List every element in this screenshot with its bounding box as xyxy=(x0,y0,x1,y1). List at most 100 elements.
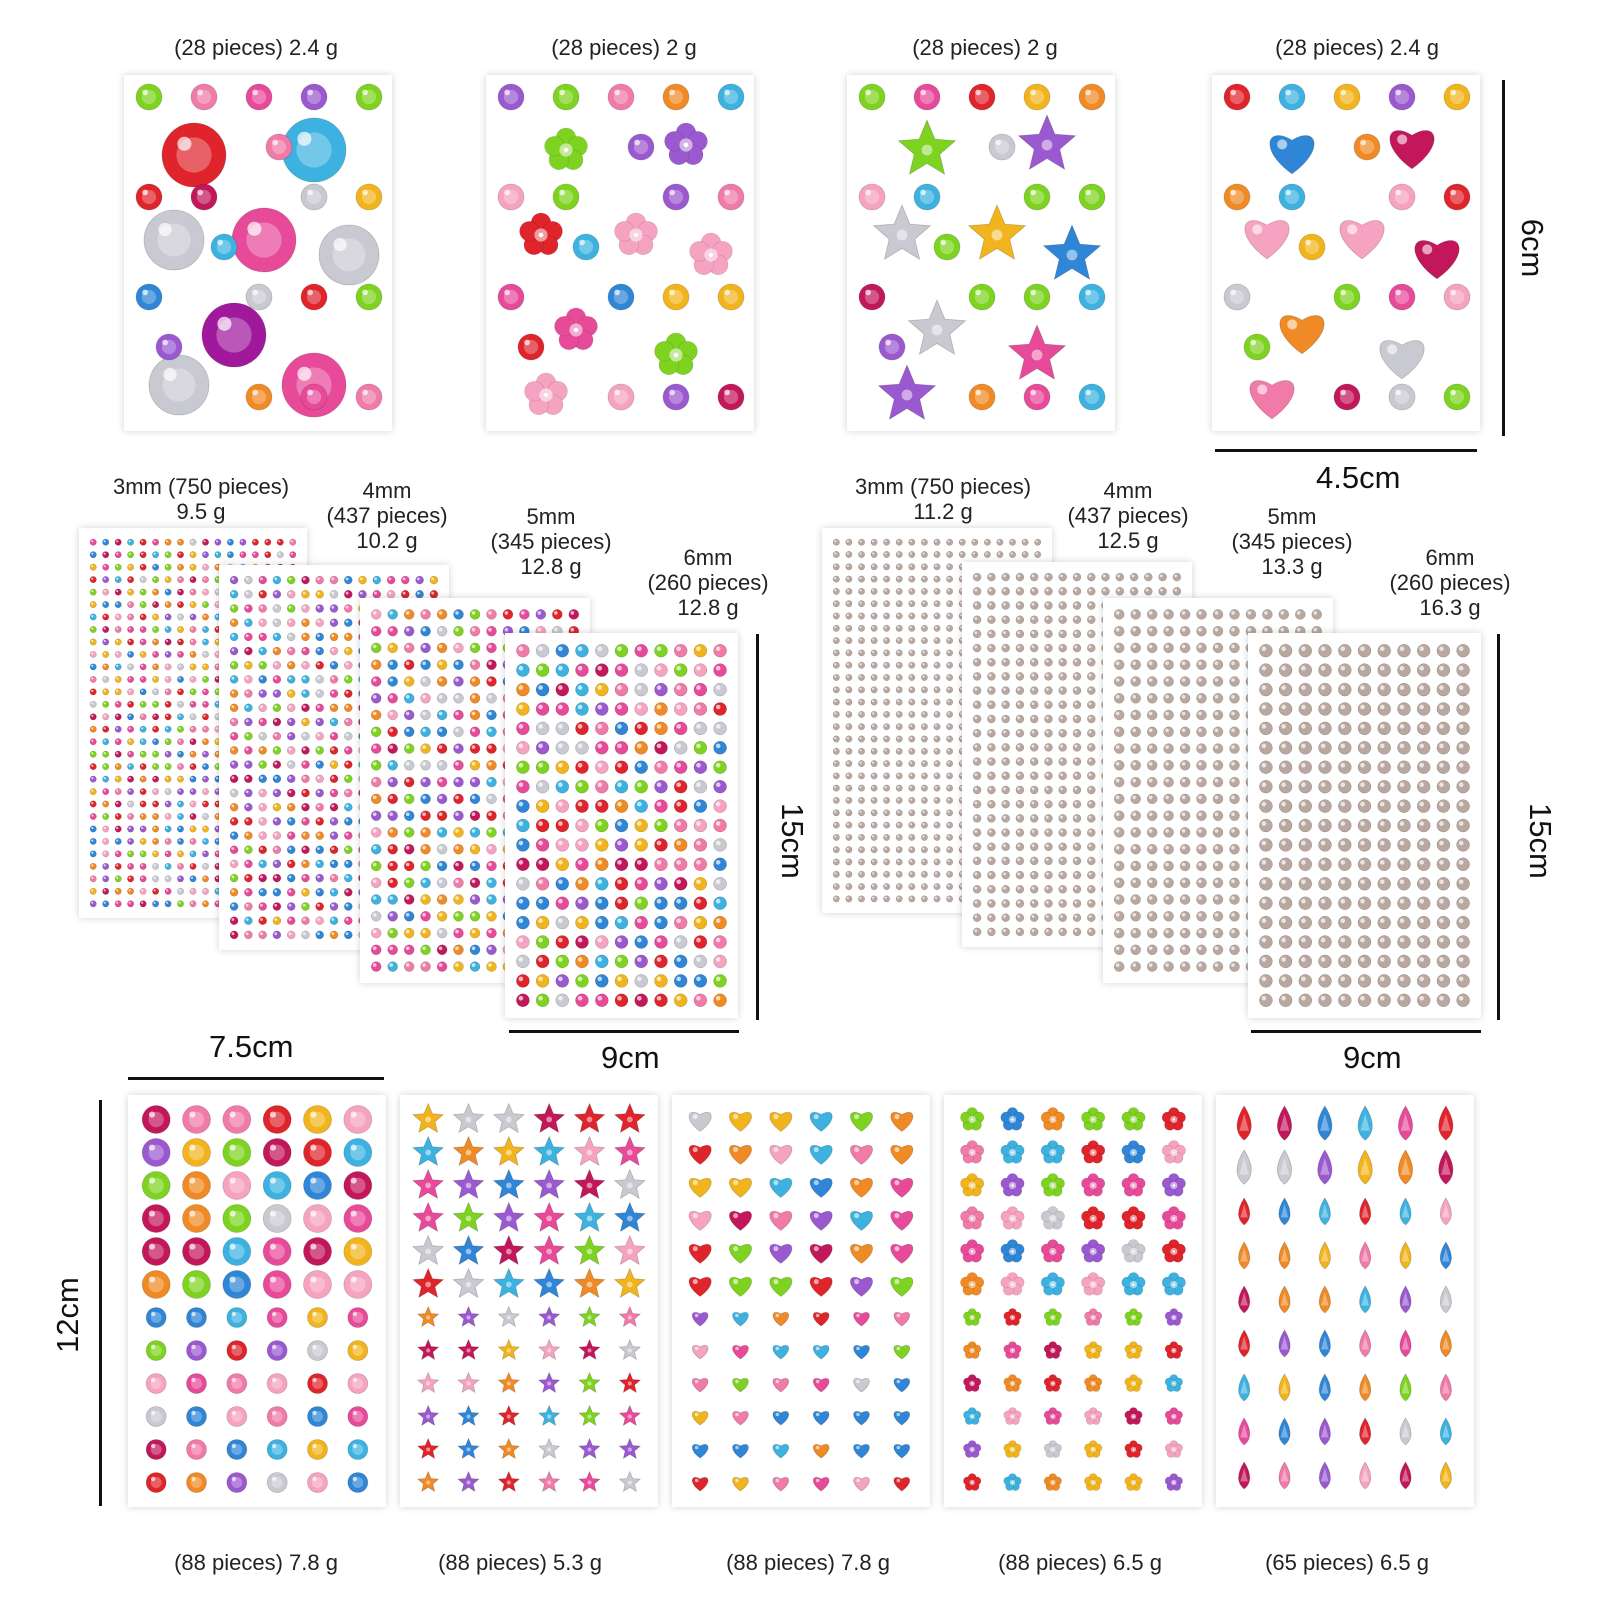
rhinestone-shine xyxy=(884,663,887,666)
rhinestone-shine xyxy=(431,591,435,595)
rhinestone xyxy=(555,974,570,988)
rhinestone xyxy=(933,661,941,669)
rhinestone xyxy=(1029,615,1039,624)
rhinestone-shine xyxy=(288,591,292,595)
rhinestone-shine xyxy=(934,638,938,641)
rhinestone xyxy=(127,713,135,721)
rhinestone-shine xyxy=(141,689,144,692)
rhinestone-shine xyxy=(859,650,862,653)
rhinestone-shine xyxy=(974,900,978,904)
rhinestone-shine xyxy=(438,929,443,934)
rhinestone xyxy=(301,717,310,727)
rhinestone-shine xyxy=(518,821,524,826)
rhinestone xyxy=(908,637,916,645)
rhinestone xyxy=(1058,913,1067,922)
rhinestone-shine xyxy=(997,540,1001,543)
rhinestone xyxy=(177,887,184,895)
rhinestone-shine xyxy=(985,540,988,543)
rhinestone-shine xyxy=(960,663,963,666)
rhinestone xyxy=(535,935,550,949)
rhinestone-shine xyxy=(288,790,292,794)
rhinestone xyxy=(189,700,197,708)
rhinestone xyxy=(436,760,448,771)
rhinestone xyxy=(946,587,954,595)
rhinestone xyxy=(883,796,891,804)
rhinestone-shine xyxy=(260,648,263,652)
rhinestone-shine xyxy=(947,749,950,752)
rhinestone-shine xyxy=(846,564,849,567)
rhinestone-shine xyxy=(696,724,701,729)
rhinestone-shine xyxy=(1003,915,1006,918)
rhinestone-shine xyxy=(1045,872,1049,876)
rhinestone xyxy=(1087,870,1096,880)
rhinestone-shine xyxy=(91,802,94,805)
rhinestone-shine xyxy=(538,685,543,690)
rhinestone-shine xyxy=(909,773,912,776)
rhinestone-shine xyxy=(91,777,94,780)
rhinestone-shine xyxy=(302,790,306,794)
rhinestone-shine xyxy=(897,835,900,838)
rhinestone-shine xyxy=(116,664,119,667)
rhinestone-shine xyxy=(288,861,292,865)
rhinestone-shine xyxy=(521,611,525,615)
rhinestone xyxy=(315,646,324,656)
rhinestone-shine xyxy=(455,812,459,816)
rhinestone xyxy=(1001,700,1010,710)
rhinestone xyxy=(453,609,464,620)
rhinestone xyxy=(987,913,996,922)
rhinestone xyxy=(272,831,282,840)
rhinestone-shine xyxy=(834,810,837,813)
rhinestone-shine xyxy=(317,634,320,638)
rhinestone xyxy=(229,817,239,826)
rhinestone xyxy=(845,612,853,620)
rhinestone-shine xyxy=(1074,702,1078,705)
rhinestone xyxy=(301,689,310,698)
rhinestone xyxy=(920,796,928,804)
rhinestone xyxy=(575,838,589,852)
rhinestone-shine xyxy=(960,884,963,887)
rhinestone xyxy=(908,833,916,841)
rhinestone-shine xyxy=(288,605,292,609)
rhinestone-shine xyxy=(909,761,912,764)
rhinestone-shine xyxy=(245,847,249,850)
rhinestone xyxy=(673,799,688,813)
rhinestone-shine xyxy=(103,802,106,805)
rhinestone xyxy=(1029,814,1039,823)
rhinestone xyxy=(1058,856,1067,866)
rhinestone-shine xyxy=(1045,716,1049,720)
rhinestone xyxy=(189,675,197,683)
rhinestone xyxy=(202,813,209,820)
rhinestone xyxy=(276,538,284,546)
rhinestone xyxy=(1044,856,1053,866)
rhinestone xyxy=(286,930,296,940)
rhinestone xyxy=(387,659,398,670)
rhinestone xyxy=(634,915,648,930)
rhinestone xyxy=(1113,609,1125,620)
rhinestone-shine xyxy=(116,876,119,879)
rhinestone xyxy=(858,870,865,878)
gem xyxy=(1443,183,1471,211)
gem-highlight xyxy=(995,139,1001,146)
rhinestone-shine xyxy=(846,540,849,543)
gem xyxy=(497,283,525,311)
rhinestone-shine xyxy=(274,932,278,936)
rhinestone xyxy=(516,954,530,969)
rhinestone-shine xyxy=(897,626,900,629)
rhinestone-shine xyxy=(897,823,900,826)
rhinestone xyxy=(845,895,853,903)
rhinestone xyxy=(177,900,184,908)
rhinestone xyxy=(1058,714,1067,724)
rhinestone xyxy=(202,675,209,683)
rhinestone xyxy=(1058,870,1067,880)
rhinestone xyxy=(870,796,878,804)
rhinestone-shine xyxy=(1045,759,1049,762)
rhinestone xyxy=(713,682,727,697)
rhinestone-shine xyxy=(245,691,249,694)
colored-4mm-label: 4mm (437 pieces) 10.2 g xyxy=(326,478,447,553)
rhinestone-shine xyxy=(215,565,219,568)
rhinestone-shine xyxy=(922,835,925,838)
rhinestone xyxy=(102,738,110,746)
rhinestone xyxy=(654,741,668,755)
rhinestone-shine xyxy=(278,552,281,555)
rhinestone xyxy=(908,600,916,608)
